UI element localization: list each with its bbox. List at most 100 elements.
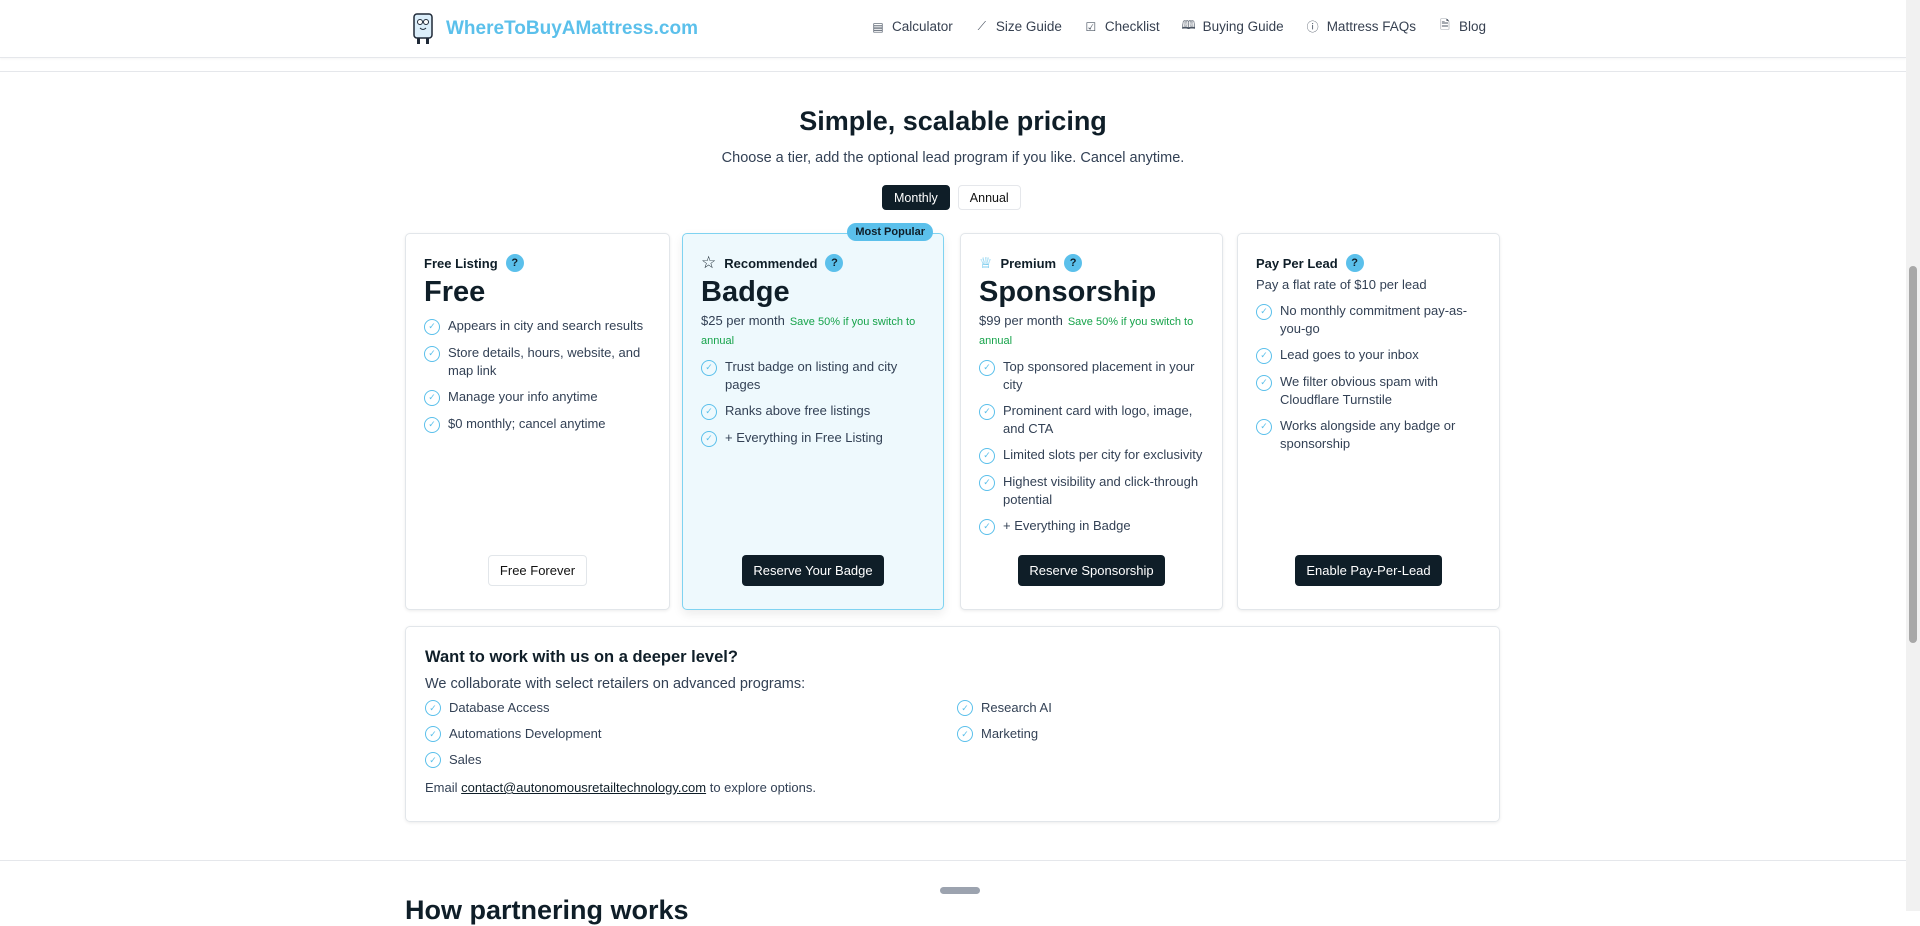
most-popular-badge: Most Popular	[847, 223, 933, 241]
check-icon: ✓	[979, 360, 995, 376]
feature-text: No monthly commitment pay-as-you-go	[1280, 303, 1468, 336]
feature-text: Appears in city and search results	[448, 318, 644, 333]
pricing-card-pay-per-lead: Pay Per Lead? Pay a flat rate of $10 per…	[1237, 233, 1500, 610]
feature-text: Lead goes to your inbox	[1280, 347, 1419, 362]
feature-item: ✓ We filter obvious spam with Cloudflare …	[1256, 373, 1481, 408]
check-icon: ✓	[424, 390, 440, 406]
drag-handle[interactable]	[940, 887, 980, 894]
feature-text: + Everything in Free Listing	[725, 430, 883, 445]
nav-mattress-faqs[interactable]: ⓘ Mattress FAQs	[1306, 19, 1416, 34]
check-icon: ✓	[1256, 375, 1272, 391]
feature-item: ✓ Prominent card with logo, image, and CT…	[979, 402, 1204, 437]
program-text: Marketing	[981, 725, 1039, 741]
ruler-icon: ⟋	[977, 19, 987, 33]
program-text: Automations Development	[449, 725, 602, 741]
scrollbar-thumb[interactable]	[1909, 266, 1917, 643]
check-icon: ✓	[424, 346, 440, 362]
feature-item: ✓ $0 monthly; cancel anytime	[424, 415, 651, 433]
feature-item: ✓ Lead goes to your inbox	[1256, 346, 1481, 364]
calculator-icon: ▤	[872, 19, 884, 34]
nav-label: Size Guide	[995, 19, 1062, 34]
check-icon: ✓	[979, 519, 995, 535]
nav-label: Blog	[1458, 19, 1486, 34]
deeper-description: We collaborate with select retailers on …	[425, 676, 806, 692]
free-forever-button[interactable]: Free Forever	[487, 555, 588, 586]
reserve-badge-button[interactable]: Reserve Your Badge	[742, 555, 884, 586]
feature-text: Store details, hours, website, and map l…	[448, 345, 641, 378]
price: $25 per month Save 50% if you switch to a…	[701, 312, 925, 350]
book-icon: 🕮	[1181, 18, 1196, 32]
check-icon: ✓	[979, 475, 995, 491]
feature-text: $0 monthly; cancel anytime	[448, 416, 606, 431]
feature-list: ✓ Trust badge on listing and city pages ✓…	[701, 358, 925, 456]
feature-item: ✓ + Everything in Free Listing	[701, 429, 925, 447]
deeper-partnership-box: Want to work with us on a deeper level? …	[405, 626, 1500, 822]
main-nav: ▤ Calculator ⟋ Size Guide ☑ Checklist 🕮 Buyi…	[871, 18, 1486, 34]
save-note: Save 50% if you switch to annual	[979, 316, 1194, 347]
feature-text: Trust badge on listing and city pages	[725, 359, 898, 392]
price-text: $99 per month	[979, 313, 1063, 328]
feature-text: Ranks above free listings	[725, 403, 871, 418]
feature-list: ✓ Appears in city and search results ✓ Sto…	[424, 317, 651, 442]
feature-list: ✓ No monthly commitment pay-as-you-go ✓ Le…	[1256, 302, 1481, 461]
feature-text: Prominent card with logo, image, and CTA	[1003, 403, 1193, 436]
check-icon: ✓	[425, 700, 441, 716]
nav-calculator[interactable]: ▤ Calculator	[871, 19, 952, 34]
monthly-toggle[interactable]: Monthly	[882, 185, 950, 210]
pricing-card-sponsorship: ♕ Premium? Sponsorship $99 per month Save …	[960, 233, 1223, 610]
feature-text: + Everything in Badge	[1003, 518, 1131, 533]
tier-title: Sponsorship	[979, 276, 1157, 308]
check-icon: ✓	[1256, 348, 1272, 364]
feature-text: We filter obvious spam with Cloudflare T…	[1280, 374, 1438, 407]
site-header: WhereToBuyAMattress.com ▤ Calculator ⟋ Siz…	[0, 0, 1906, 58]
check-icon: ✓	[425, 752, 441, 768]
program-item: ✓ Marketing	[957, 724, 1480, 742]
nav-size-guide[interactable]: ⟋ Size Guide	[975, 19, 1062, 34]
check-icon: ✓	[425, 726, 441, 742]
help-icon[interactable]: ?	[1345, 254, 1364, 272]
feature-item: ✓ Manage your info anytime	[424, 388, 651, 406]
tier-title: Badge	[701, 276, 790, 308]
feature-item: ✓ Limited slots per city for exclusivity	[979, 446, 1204, 464]
price-text: $25 per month	[701, 313, 785, 328]
feature-item: ✓ No monthly commitment pay-as-you-go	[1256, 302, 1481, 337]
scrollbar[interactable]	[1906, 0, 1920, 911]
tier-label: Free Listing	[424, 255, 498, 271]
price: $99 per month Save 50% if you switch to a…	[979, 312, 1204, 350]
section-divider	[0, 860, 1906, 861]
program-item: ✓ Automations Development	[425, 724, 957, 742]
contact-email-link[interactable]: contact@autonomousretailtechnology.com	[461, 780, 707, 795]
feature-text: Highest visibility and click-through pot…	[1003, 474, 1199, 507]
document-icon: 🗎	[1440, 18, 1450, 32]
nav-blog[interactable]: 🗎 Blog	[1438, 18, 1486, 34]
check-icon: ✓	[979, 448, 995, 464]
help-icon[interactable]: ?	[505, 254, 524, 272]
feature-text: Top sponsored placement in your city	[1003, 359, 1195, 392]
annual-toggle[interactable]: Annual	[957, 185, 1021, 210]
nav-buying-guide[interactable]: 🕮 Buying Guide	[1181, 18, 1284, 34]
nav-label: Checklist	[1104, 19, 1160, 34]
program-text: Research AI	[981, 699, 1052, 715]
star-icon: ☆	[701, 253, 717, 272]
nav-label: Buying Guide	[1202, 19, 1284, 34]
tier-label: Premium	[1000, 255, 1057, 271]
enable-pay-per-lead-button[interactable]: Enable Pay-Per-Lead	[1295, 555, 1442, 586]
help-icon[interactable]: ?	[1064, 254, 1083, 272]
reserve-sponsorship-button[interactable]: Reserve Sponsorship	[1018, 555, 1165, 586]
check-icon: ✓	[424, 319, 440, 335]
feature-list: ✓ Top sponsored placement in your city ✓ P…	[979, 358, 1204, 544]
pricing-card-badge: Most Popular ☆ Recommended? Badge $25 per…	[682, 223, 944, 610]
checklist-icon: ☑	[1085, 19, 1097, 34]
price-text: Pay a flat rate of $10 per lead	[1256, 277, 1427, 292]
divider	[0, 71, 1906, 72]
check-icon: ✓	[1256, 419, 1272, 435]
program-item: ✓ Research AI	[957, 698, 1480, 716]
feature-item: ✓ Top sponsored placement in your city	[979, 358, 1204, 393]
nav-checklist[interactable]: ☑ Checklist	[1084, 19, 1160, 34]
page-title: Simple, scalable pricing	[799, 106, 1107, 136]
page-subtitle: Choose a tier, add the optional lead pro…	[721, 150, 1185, 166]
email-prefix: Email	[425, 780, 458, 795]
logo[interactable]: WhereToBuyAMattress.com	[408, 12, 698, 46]
help-icon[interactable]: ?	[825, 254, 844, 272]
feature-item: ✓ Store details, hours, website, and map …	[424, 344, 651, 379]
